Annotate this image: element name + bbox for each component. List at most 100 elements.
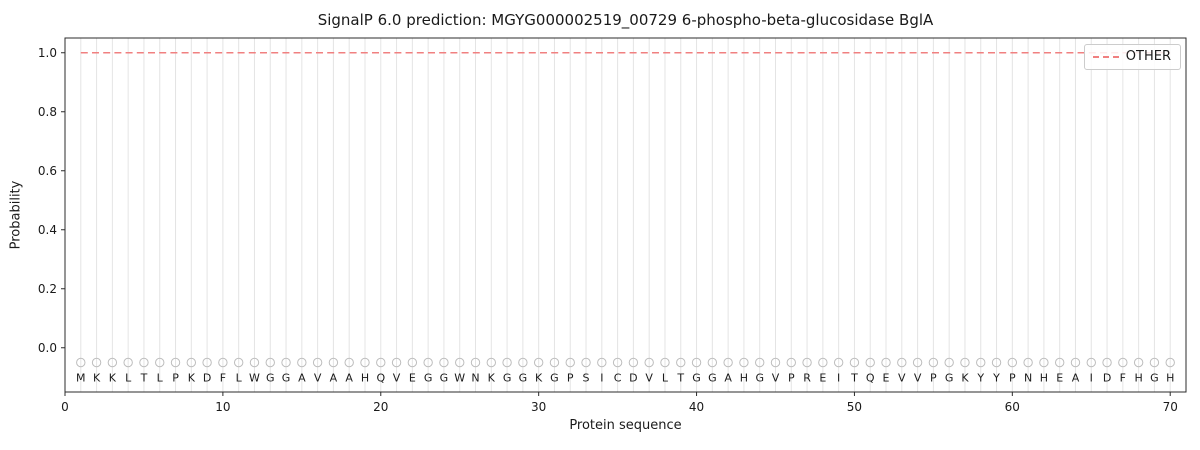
residue-letter: Y bbox=[976, 371, 984, 384]
residue-letter: K bbox=[188, 371, 196, 384]
residue-marker bbox=[991, 357, 1002, 368]
x-tick-label: 40 bbox=[689, 400, 704, 414]
residue-letter: I bbox=[837, 371, 840, 384]
residue-letter: V bbox=[314, 371, 322, 384]
x-tick-label: 10 bbox=[215, 400, 230, 414]
residue-letter: G bbox=[503, 371, 512, 384]
residue-marker bbox=[533, 357, 544, 368]
residue-letter: K bbox=[535, 371, 543, 384]
residue-marker bbox=[1054, 357, 1065, 368]
residue-letter: P bbox=[172, 371, 179, 384]
residue-letter: W bbox=[454, 371, 465, 384]
residue-marker bbox=[218, 357, 228, 368]
residue-letter: L bbox=[236, 371, 243, 384]
y-tick-label: 0.6 bbox=[38, 164, 57, 178]
residue-letter: M bbox=[76, 371, 86, 384]
y-tick-label: 0.8 bbox=[38, 105, 57, 119]
residue-letter: K bbox=[93, 371, 101, 384]
residue-marker bbox=[1149, 357, 1160, 368]
residue-letter: E bbox=[883, 371, 890, 384]
residue-letter: G bbox=[1150, 371, 1159, 384]
x-tick-label: 0 bbox=[61, 400, 69, 414]
residue-letter: L bbox=[157, 371, 164, 384]
residue-letter: S bbox=[583, 371, 590, 384]
residue-letter: H bbox=[1166, 371, 1174, 384]
residue-marker bbox=[549, 357, 560, 368]
residue-letter: G bbox=[440, 371, 449, 384]
residue-marker bbox=[565, 357, 575, 368]
residue-marker bbox=[644, 357, 654, 368]
residue-letter: G bbox=[282, 371, 291, 384]
legend: OTHER bbox=[1083, 44, 1181, 70]
residue-letter: I bbox=[600, 371, 603, 384]
residue-marker bbox=[312, 357, 323, 368]
residue-letter: A bbox=[345, 371, 353, 384]
x-tick-label: 50 bbox=[847, 400, 862, 414]
residue-marker bbox=[455, 357, 465, 368]
x-axis-label: Protein sequence bbox=[569, 418, 682, 433]
residue-letter: D bbox=[203, 371, 211, 384]
residue-marker bbox=[518, 357, 528, 368]
residue-letter: P bbox=[1009, 371, 1016, 384]
residue-letter: A bbox=[724, 371, 732, 384]
residue-marker bbox=[1133, 357, 1144, 368]
residue-letter: N bbox=[1024, 371, 1032, 384]
residue-letter: F bbox=[1120, 371, 1126, 384]
residue-letter: E bbox=[1056, 371, 1063, 384]
chart-title: SignalP 6.0 prediction: MGYG000002519_00… bbox=[317, 11, 934, 29]
residue-marker bbox=[1086, 357, 1096, 368]
y-axis-label: Probability bbox=[8, 180, 24, 250]
residue-letter: D bbox=[1103, 371, 1111, 384]
residue-letter: V bbox=[772, 371, 780, 384]
residue-marker bbox=[707, 357, 718, 368]
residue-letter: T bbox=[676, 371, 684, 384]
residue-letter: G bbox=[550, 371, 559, 384]
residue-marker bbox=[581, 357, 591, 368]
residue-marker bbox=[960, 357, 970, 368]
residue-marker bbox=[897, 357, 907, 368]
residue-letter: I bbox=[1090, 371, 1093, 384]
residue-marker bbox=[739, 357, 749, 368]
residue-marker bbox=[976, 357, 986, 368]
residue-marker bbox=[597, 357, 607, 368]
residue-marker bbox=[186, 357, 197, 368]
residue-marker bbox=[202, 357, 212, 368]
residue-marker bbox=[502, 357, 512, 368]
residue-marker bbox=[786, 357, 796, 368]
residue-marker bbox=[833, 357, 844, 368]
residue-marker bbox=[91, 357, 102, 368]
residue-marker bbox=[1070, 357, 1081, 368]
residue-letter: P bbox=[567, 371, 574, 384]
residue-letter: R bbox=[803, 371, 811, 384]
dashed-line-icon bbox=[1092, 55, 1119, 58]
residue-marker bbox=[802, 357, 812, 368]
residue-marker bbox=[139, 357, 149, 368]
residue-marker bbox=[265, 357, 275, 368]
residue-marker bbox=[755, 357, 765, 368]
residue-marker bbox=[470, 357, 481, 368]
residue-letter: G bbox=[945, 371, 954, 384]
y-tick-label: 0.2 bbox=[38, 282, 57, 296]
residue-letter: P bbox=[788, 371, 795, 384]
residue-marker bbox=[944, 357, 954, 368]
residue-marker bbox=[123, 357, 133, 368]
residue-marker bbox=[660, 357, 670, 368]
residue-marker bbox=[439, 357, 449, 368]
residue-letter: N bbox=[471, 371, 479, 384]
residue-letter: L bbox=[125, 371, 132, 384]
residue-marker bbox=[376, 357, 386, 368]
residue-letter: K bbox=[961, 371, 969, 384]
residue-letter: G bbox=[519, 371, 528, 384]
residue-marker bbox=[881, 357, 891, 368]
y-tick-label: 0.0 bbox=[38, 341, 57, 355]
x-tick-label: 70 bbox=[1163, 400, 1178, 414]
residue-letter: A bbox=[298, 371, 306, 384]
y-tick-label: 0.4 bbox=[38, 223, 57, 237]
residue-marker bbox=[281, 357, 291, 368]
residue-marker bbox=[1118, 357, 1128, 368]
residue-letter: E bbox=[819, 371, 826, 384]
x-tick-label: 60 bbox=[1005, 400, 1020, 414]
residue-marker bbox=[407, 357, 418, 368]
